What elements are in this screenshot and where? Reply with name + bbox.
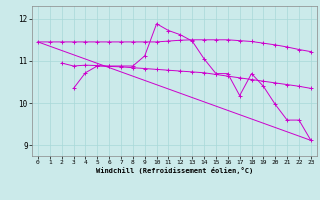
X-axis label: Windchill (Refroidissement éolien,°C): Windchill (Refroidissement éolien,°C) bbox=[96, 167, 253, 174]
